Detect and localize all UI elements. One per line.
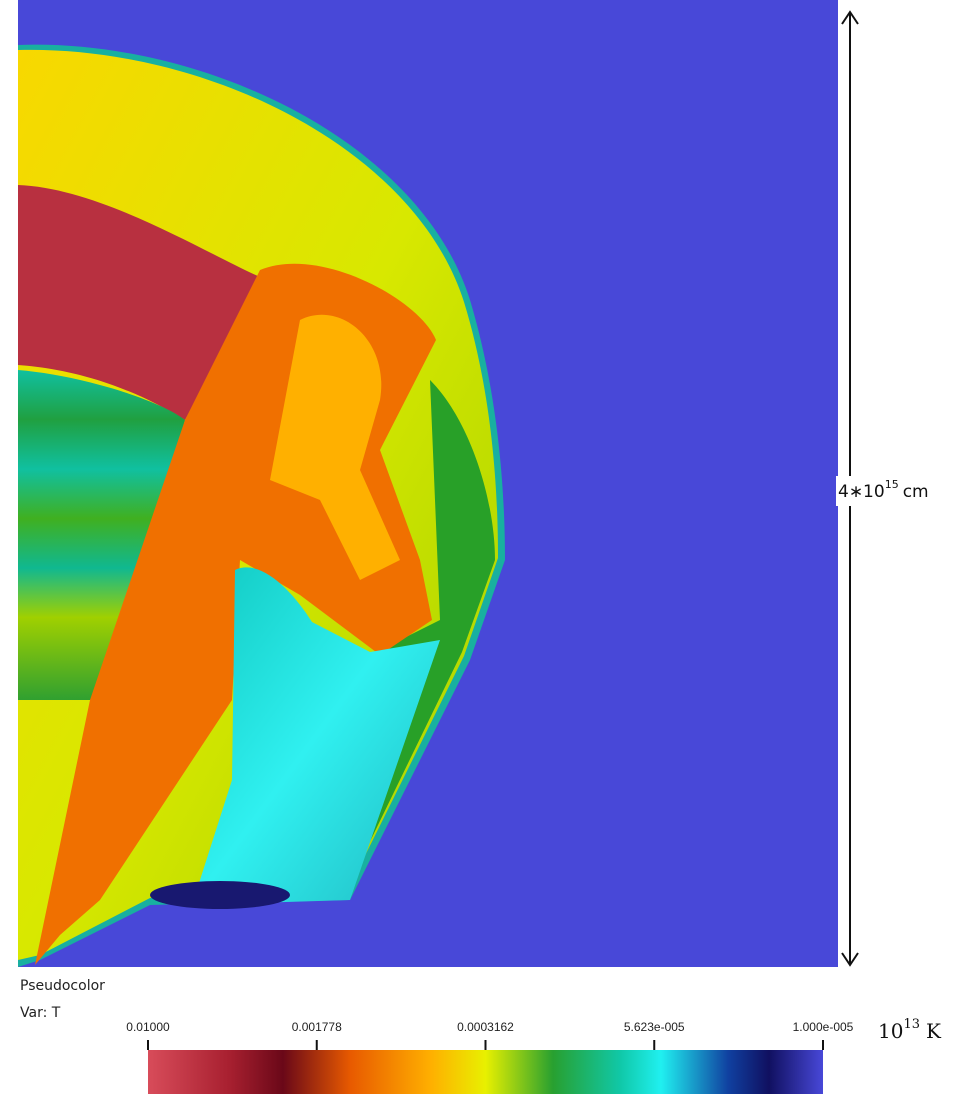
colorbar-ticks: 0.01000 0.001778 0.0003162 5.623e-005 1.000e…	[126, 1020, 853, 1050]
legend-unit: 1013 K	[878, 1017, 942, 1043]
unit-exponent: 13	[903, 1017, 920, 1032]
scale-coefficient: 4∗10	[838, 482, 885, 502]
dark-region	[150, 881, 290, 909]
scale-bar: 4∗1015 cm	[836, 12, 956, 965]
figure: 4∗1015 cm Pseudocolor Var: T 0.01000 0.001…	[0, 0, 965, 1094]
legend-variable: Var: T	[20, 1005, 61, 1021]
legend: Pseudocolor Var: T 0.01000 0.001778 0.0003…	[20, 978, 942, 1094]
simulation-plot	[18, 0, 838, 967]
colorbar-tick-label: 5.623e-005	[624, 1020, 685, 1034]
figure-svg: 4∗1015 cm Pseudocolor Var: T 0.01000 0.001…	[0, 0, 965, 1094]
colorbar-tick-label: 0.001778	[292, 1020, 342, 1034]
colorbar-tick-label: 0.01000	[126, 1020, 170, 1034]
unit-symbol: K	[926, 1019, 942, 1043]
scale-unit: cm	[903, 482, 929, 502]
colorbar	[148, 1050, 823, 1094]
colorbar-tick-label: 1.000e-005	[793, 1020, 854, 1034]
colorbar-tick-label: 0.0003162	[457, 1020, 514, 1034]
legend-title: Pseudocolor	[20, 978, 105, 994]
scale-label: 4∗1015 cm	[838, 478, 929, 502]
unit-base: 10	[878, 1019, 903, 1043]
scale-exponent: 15	[885, 478, 899, 491]
